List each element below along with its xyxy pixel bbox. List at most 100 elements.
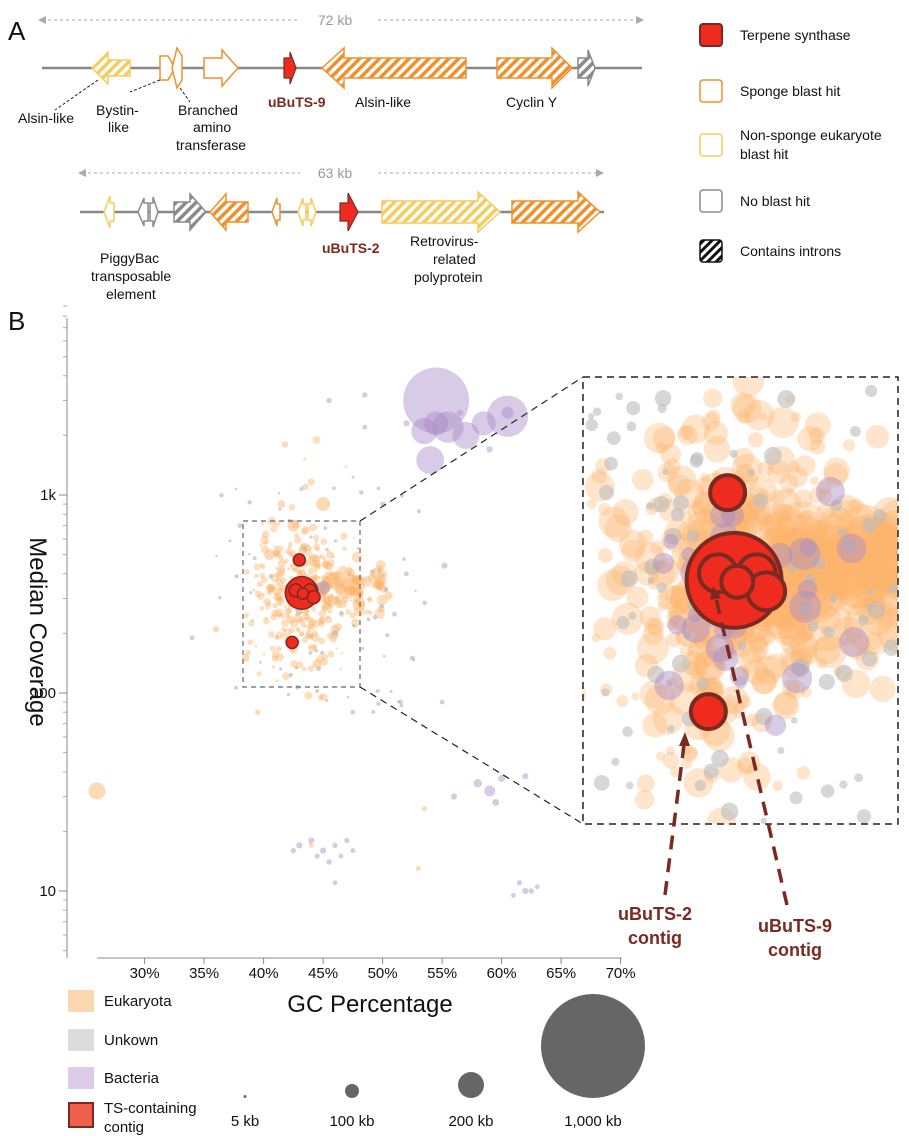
eukaryota-point <box>308 643 317 653</box>
eukaryota-point <box>739 513 763 537</box>
eukaryota-point <box>597 569 629 602</box>
eukaryota-point <box>779 568 813 602</box>
eukaryota-point <box>767 460 791 484</box>
eukaryota-point <box>800 686 812 698</box>
unknown-point <box>696 677 709 691</box>
unknown-point <box>670 507 685 522</box>
eukaryota-point <box>315 546 320 552</box>
zoom-connector-top <box>359 376 584 522</box>
unknown-point <box>662 468 669 476</box>
bacteria-point <box>516 880 523 886</box>
eukaryota-point <box>792 553 814 575</box>
eukaryota-point <box>701 506 712 517</box>
bacteria-point <box>667 615 688 635</box>
eukaryota-point <box>867 537 898 597</box>
eukaryota-point <box>798 530 826 558</box>
x-tick-label: 70% <box>606 965 636 982</box>
contig-1-span-arrow-left <box>38 16 46 24</box>
unknown-point <box>672 495 689 511</box>
bacteria-point <box>403 367 470 434</box>
eukaryota-point <box>787 466 808 488</box>
gene-noblast-4 <box>173 192 208 232</box>
eukaryota-point <box>855 523 898 582</box>
eukaryota-point <box>324 572 328 575</box>
eukaryota-point <box>866 632 884 650</box>
eukaryota-point <box>731 453 763 485</box>
bacteria-point <box>424 411 449 436</box>
panel-b-legend: Eukaryota Unkown Bacteria TS-containing … <box>68 990 197 1136</box>
eukaryota-point <box>732 394 762 424</box>
eukaryota-point <box>747 432 764 448</box>
unknown-point <box>585 418 598 432</box>
eukaryota-point <box>843 439 856 452</box>
eukaryota-point <box>241 654 250 662</box>
unknown-point <box>654 390 672 407</box>
leader-bat <box>179 87 191 103</box>
unknown-point <box>694 779 707 792</box>
eukaryota-point <box>256 581 264 588</box>
eukaryota-point <box>817 594 829 606</box>
label-retro-1: Retrovirus- <box>410 233 479 249</box>
eukaryota-point <box>781 678 800 698</box>
bacteria-point <box>652 552 674 574</box>
eukaryota-point <box>758 512 799 553</box>
eukaryota-point <box>264 540 268 545</box>
eukaryota-point <box>313 534 320 541</box>
eukaryota-point <box>712 659 724 671</box>
eukaryota-point <box>307 478 315 486</box>
eukaryota-point <box>318 616 326 625</box>
unknown-point <box>414 589 417 593</box>
unknown-point <box>625 781 634 790</box>
unknown-point <box>861 651 878 667</box>
eukaryota-point <box>770 489 786 505</box>
unknown-point <box>872 509 887 523</box>
unknown-point <box>777 747 785 755</box>
unknown-point <box>787 563 797 573</box>
eukaryota-point <box>775 609 805 640</box>
bacteria-point <box>797 579 818 600</box>
eukaryota-point <box>311 606 317 612</box>
eukaryota-point <box>851 550 893 592</box>
eukaryota-point <box>793 489 813 509</box>
eukaryota-point <box>313 543 320 550</box>
eukaryota-point <box>271 651 280 659</box>
eukaryota-point <box>301 527 308 535</box>
eukaryota-point <box>321 593 331 603</box>
unknown-point <box>611 757 620 766</box>
label-bat-1: Branched <box>178 102 238 118</box>
eukaryota-point <box>321 555 327 561</box>
eukaryota-point <box>304 632 311 639</box>
eukaryota-point <box>720 685 749 714</box>
eukaryota-point <box>826 544 891 608</box>
eukaryota-point <box>262 652 266 656</box>
eukaryota-point <box>802 547 816 560</box>
eukaryota-point <box>304 625 308 629</box>
unknown-point <box>332 486 336 491</box>
eukaryota-point <box>591 633 601 642</box>
eukaryota-point <box>318 621 325 627</box>
eukaryota-point <box>319 619 324 624</box>
eukaryota-point <box>275 571 283 579</box>
eukaryota-point <box>725 625 758 657</box>
eukaryota-point <box>278 603 282 607</box>
eukaryota-point <box>684 746 698 760</box>
unknown-point <box>247 500 252 505</box>
eukaryota-point <box>294 532 299 538</box>
eukaryota-point <box>680 757 693 769</box>
unknown-point <box>888 584 898 594</box>
eukaryota-point <box>293 535 302 544</box>
eukaryota-point <box>329 572 334 577</box>
bacteria-point <box>663 533 679 549</box>
eukaryota-point <box>307 665 314 672</box>
eukaryota-point <box>666 609 682 625</box>
eukaryota-point <box>322 605 329 612</box>
eukaryota-point <box>375 560 386 571</box>
eukaryota-point <box>319 590 327 597</box>
eukaryota-point <box>777 613 812 648</box>
unknown-point <box>218 595 222 600</box>
eukaryota-point <box>598 506 630 538</box>
eukaryota-point <box>421 806 427 812</box>
eukaryota-point <box>264 616 268 620</box>
eukaryota-point <box>655 442 667 454</box>
eukaryota-point <box>593 617 617 641</box>
